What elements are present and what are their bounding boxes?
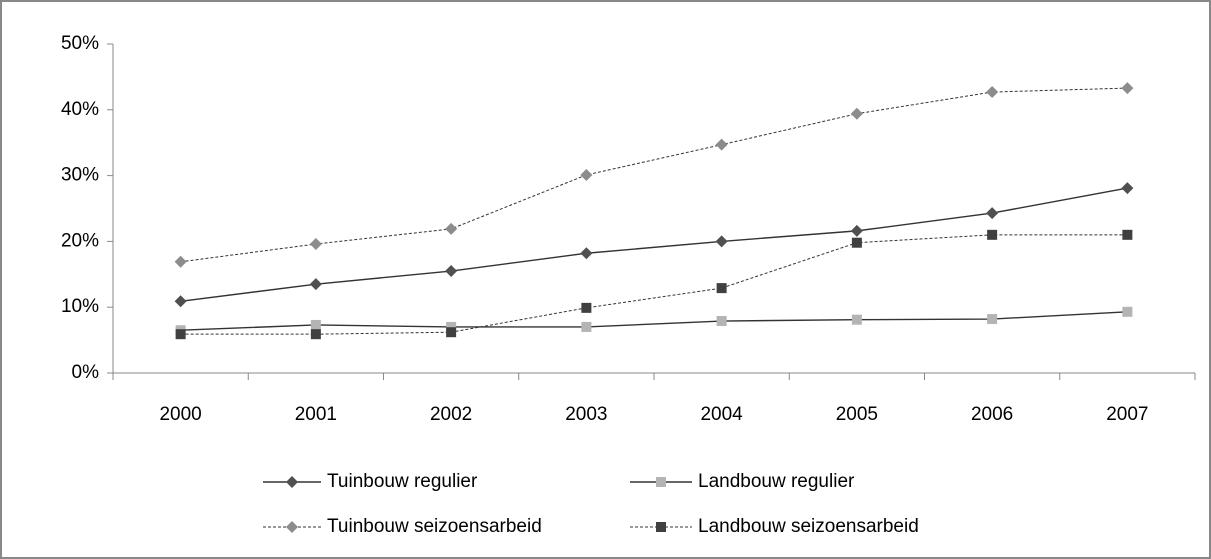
marker xyxy=(581,321,592,332)
marker xyxy=(309,278,322,291)
marker xyxy=(715,235,728,248)
marker xyxy=(851,237,862,248)
y-tick-label: 30% xyxy=(61,165,99,186)
marker xyxy=(850,224,863,237)
marker xyxy=(310,319,321,330)
marker xyxy=(1121,182,1134,195)
marker xyxy=(987,229,998,240)
marker xyxy=(446,321,457,332)
legend-label: Landbouw regulier xyxy=(698,471,855,492)
series-line xyxy=(180,234,1128,335)
legend-marker xyxy=(286,521,298,533)
x-tick-label: 2001 xyxy=(295,404,337,425)
marker xyxy=(310,329,321,340)
marker xyxy=(986,86,999,99)
marker xyxy=(715,138,728,151)
x-tick-label: 2000 xyxy=(159,404,201,425)
legend-marker xyxy=(656,477,666,487)
series-line xyxy=(180,187,1128,302)
marker xyxy=(174,295,187,308)
marker xyxy=(445,222,458,235)
marker xyxy=(174,255,187,268)
marker xyxy=(445,265,458,278)
marker xyxy=(850,107,863,120)
marker xyxy=(716,316,727,327)
marker xyxy=(309,238,322,251)
series-line xyxy=(180,311,1128,331)
legend-marker xyxy=(286,476,298,488)
marker xyxy=(175,329,186,340)
legend-label: Tuinbouw seizoensarbeid xyxy=(327,516,542,537)
x-tick-label: 2005 xyxy=(836,404,878,425)
marker xyxy=(580,168,593,181)
marker xyxy=(1122,229,1133,240)
legend-marker xyxy=(656,522,666,532)
legend-label: Tuinbouw regulier xyxy=(327,471,478,492)
y-tick-label: 20% xyxy=(61,230,99,251)
marker xyxy=(986,207,999,220)
marker xyxy=(987,314,998,325)
marker xyxy=(580,247,593,260)
x-tick-label: 2004 xyxy=(700,404,743,425)
y-tick-label: 10% xyxy=(61,296,99,317)
marker xyxy=(851,314,862,325)
marker xyxy=(446,327,457,338)
y-tick-label: 0% xyxy=(72,362,100,383)
x-tick-label: 2003 xyxy=(565,404,607,425)
marker xyxy=(1122,306,1133,317)
series-line xyxy=(180,87,1128,263)
x-tick-label: 2006 xyxy=(971,404,1013,425)
x-tick-label: 2007 xyxy=(1106,404,1148,425)
x-tick-label: 2002 xyxy=(430,404,472,425)
marker xyxy=(716,283,727,294)
y-tick-label: 40% xyxy=(61,99,99,120)
marker xyxy=(581,302,592,313)
y-tick-label: 50% xyxy=(61,33,99,54)
legend-label: Landbouw seizoensarbeid xyxy=(698,516,919,537)
marker xyxy=(1121,82,1134,95)
